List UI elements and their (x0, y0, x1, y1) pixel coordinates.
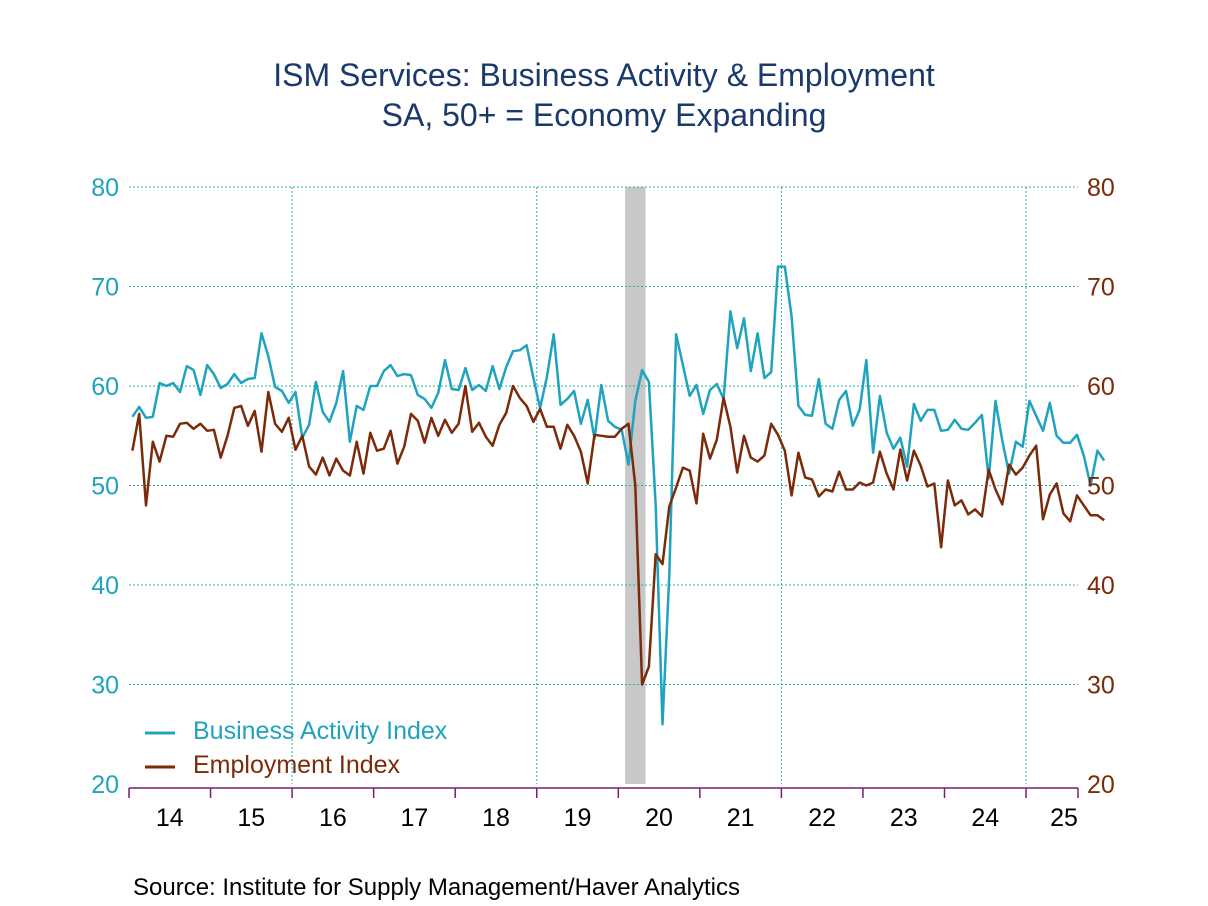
legend: Business Activity Index Employment Index (145, 717, 448, 779)
y-right-tick-label: 20 (1087, 771, 1115, 799)
y-left-tick-label: 80 (91, 174, 119, 202)
plot-area (129, 186, 1106, 784)
x-tick-label: 25 (1050, 804, 1078, 832)
y-right-tick-label: 30 (1087, 672, 1115, 700)
y-right-tick-label: 60 (1087, 373, 1115, 401)
x-tick-label: 21 (727, 804, 755, 832)
x-tick-label: 17 (401, 804, 429, 832)
legend-label-employment: Employment Index (193, 751, 401, 779)
y-left-tick-label: 30 (91, 672, 119, 700)
source-note: Source: Institute for Supply Management/… (133, 874, 740, 901)
y-right-tick-label: 40 (1087, 572, 1115, 600)
y-right-tick-label: 70 (1087, 274, 1115, 302)
chart-title: ISM Services: Business Activity & Employ… (273, 57, 935, 93)
chart-subtitle: SA, 50+ = Economy Expanding (382, 97, 827, 133)
x-tick-label: 20 (645, 804, 673, 832)
y-left-tick-label: 60 (91, 373, 119, 401)
legend-label-business: Business Activity Index (193, 717, 448, 745)
x-tick-label: 19 (564, 804, 592, 832)
y-left-tick-label: 70 (91, 274, 119, 302)
axes: 80 70 60 50 40 30 20 80 70 60 50 40 30 20 14 15 16 17 18 19… (91, 174, 1115, 832)
x-tick-label: 22 (808, 804, 836, 832)
series-line-business (131, 265, 1106, 726)
y-right-tick-label: 50 (1087, 473, 1115, 501)
x-tick-label: 16 (319, 804, 347, 832)
y-left-tick-label: 40 (91, 572, 119, 600)
x-tick-label: 14 (156, 804, 184, 832)
y-right-tick-label: 80 (1087, 174, 1115, 202)
y-left-tick-label: 50 (91, 473, 119, 501)
x-tick-label: 15 (237, 804, 265, 832)
x-tick-label: 24 (971, 804, 999, 832)
series-line-employment (131, 384, 1105, 686)
y-left-tick-label: 20 (91, 771, 119, 799)
x-tick-label: 18 (482, 804, 510, 832)
x-tick-label: 23 (890, 804, 918, 832)
